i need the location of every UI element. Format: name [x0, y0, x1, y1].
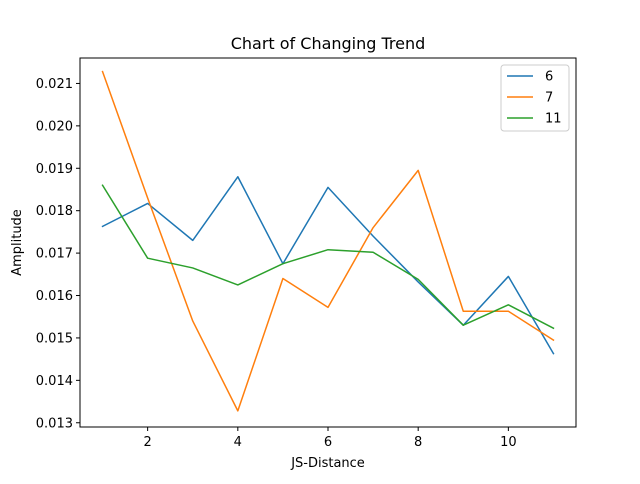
series-line-6: [101, 176, 555, 355]
y-tick-label: 0.014: [36, 374, 73, 389]
y-axis-ticks: 0.013 0.014 0.015 0.016 0.017 0.018 0.019 0.020…: [36, 77, 80, 431]
x-tick-label: 10: [500, 435, 517, 450]
x-tick-label: 6: [324, 435, 332, 450]
series-line-11: [101, 184, 555, 330]
y-tick-label: 0.018: [36, 204, 73, 219]
legend: 6 7 11: [500, 64, 570, 132]
legend-items: 6 7 11: [507, 70, 562, 127]
series-line-7: [101, 70, 555, 412]
x-tick-label: 4: [234, 435, 242, 450]
y-tick-label: 0.019: [36, 162, 73, 177]
x-axis-ticks: 2 4 6 8 10: [143, 427, 517, 450]
y-tick-label: 0.020: [36, 119, 73, 134]
legend-label-6: 6: [545, 70, 553, 85]
legend-label-7: 7: [545, 91, 553, 106]
y-tick-label: 0.015: [36, 331, 73, 346]
x-tick-label: 8: [414, 435, 422, 450]
y-tick-label: 0.021: [36, 77, 73, 92]
chart-title: Chart of Changing Trend: [231, 34, 426, 53]
legend-label-11: 11: [545, 112, 562, 127]
y-tick-label: 0.016: [36, 289, 73, 304]
legend-frame: [500, 64, 570, 132]
x-tick-label: 2: [143, 435, 151, 450]
y-tick-label: 0.017: [36, 247, 73, 262]
y-tick-label: 0.013: [36, 416, 73, 431]
series-layer: [101, 70, 555, 412]
y-axis-label: Amplitude: [10, 209, 25, 276]
x-axis-label: JS-Distance: [290, 456, 365, 471]
